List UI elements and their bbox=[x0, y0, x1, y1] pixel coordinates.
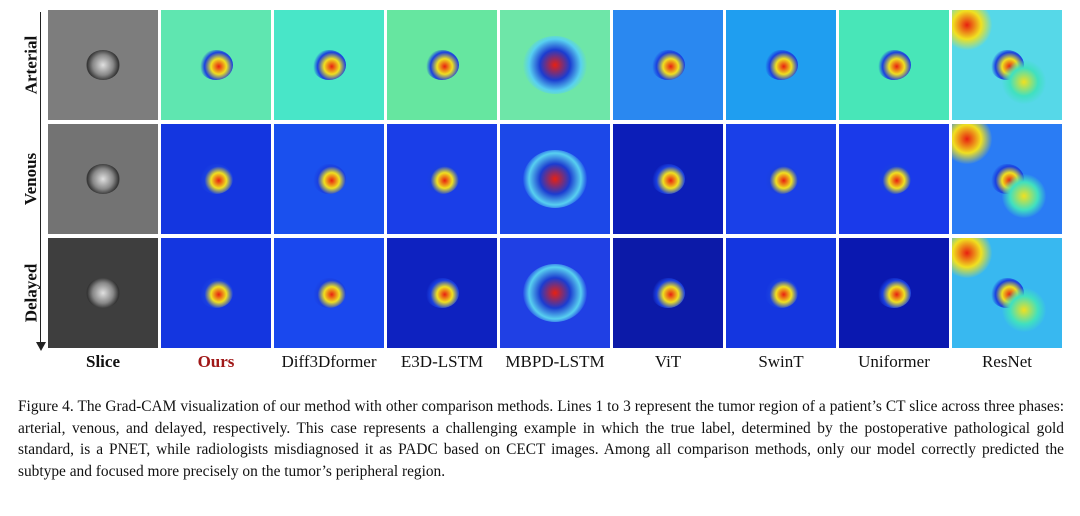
tumor-region bbox=[312, 164, 346, 194]
tumor-region bbox=[425, 164, 459, 194]
activation-blob bbox=[952, 238, 992, 278]
heatmap-cell-venous-ours bbox=[161, 124, 271, 234]
activation-blob bbox=[952, 124, 992, 164]
tumor-region bbox=[651, 164, 685, 194]
heatmap-cell-venous-vit bbox=[613, 124, 723, 234]
col-label-diff3dformer: Diff3Dformer bbox=[281, 352, 377, 371]
col-label-resnet: ResNet bbox=[981, 352, 1033, 371]
heatmap-cell-venous-resnet bbox=[952, 124, 1062, 234]
column-labels: Slice Ours Diff3Dformer E3D-LSTM MBPD-LS… bbox=[48, 352, 1062, 372]
heatmap-cell-delayed-swint bbox=[726, 238, 836, 348]
tumor-region bbox=[877, 50, 911, 80]
tumor-region bbox=[651, 278, 685, 308]
tumor-region bbox=[312, 50, 346, 80]
heatmap-cell-venous-uniformer bbox=[839, 124, 949, 234]
heatmap-cell-arterial-e3d-lstm bbox=[387, 10, 497, 120]
heatmap-cell-arterial-swint bbox=[726, 10, 836, 120]
activation-blob bbox=[1002, 174, 1046, 218]
heatmap-cell-venous-diff3dformer bbox=[274, 124, 384, 234]
figure-caption: Figure 4. The Grad-CAM visualization of … bbox=[18, 398, 1064, 480]
tumor-region bbox=[523, 36, 587, 94]
tumor-region bbox=[877, 278, 911, 308]
heatmap-cell-arterial-ours bbox=[161, 10, 271, 120]
col-label-vit: ViT bbox=[654, 352, 682, 371]
heatmap-cell-delayed-ours bbox=[161, 238, 271, 348]
tumor-region bbox=[199, 50, 233, 80]
tumor-region bbox=[86, 278, 120, 308]
tumor-region bbox=[86, 164, 120, 194]
tumor-region bbox=[523, 264, 587, 322]
heatmap-cell-venous-swint bbox=[726, 124, 836, 234]
phase-axis-line bbox=[40, 12, 41, 348]
col-label-e3d-lstm: E3D-LSTM bbox=[400, 352, 484, 371]
tumor-region bbox=[425, 50, 459, 80]
heatmap-cell-arterial-mbpd-lstm bbox=[500, 10, 610, 120]
col-label-uniformer: Uniformer bbox=[858, 352, 930, 371]
tumor-region bbox=[199, 164, 233, 194]
tumor-region bbox=[425, 278, 459, 308]
heatmap-cell-delayed-mbpd-lstm bbox=[500, 238, 610, 348]
activation-blob bbox=[1002, 288, 1046, 332]
heatmap-cell-arterial-diff3dformer bbox=[274, 10, 384, 120]
col-label-mbpd-lstm: MBPD-LSTM bbox=[505, 352, 605, 371]
phase-axis-arrow-icon bbox=[35, 342, 46, 351]
gradcam-figure: Arterial Venous Delayed Slice Ours Diff3… bbox=[21, 10, 1062, 372]
tumor-region bbox=[312, 278, 346, 308]
activation-blob bbox=[952, 10, 992, 50]
heatmap-cell-venous-mbpd-lstm bbox=[500, 124, 610, 234]
heatmap-cell-delayed-slice bbox=[48, 238, 158, 348]
col-label-slice: Slice bbox=[86, 352, 120, 371]
col-label-ours: Ours bbox=[197, 352, 235, 371]
tumor-region bbox=[651, 50, 685, 80]
heatmap-cell-delayed-vit bbox=[613, 238, 723, 348]
heatmap-cell-arterial-slice bbox=[48, 10, 158, 120]
heatmap-cell-arterial-uniformer bbox=[839, 10, 949, 120]
tumor-region bbox=[764, 164, 798, 194]
heatmap-cell-venous-slice bbox=[48, 124, 158, 234]
heatmap-cell-delayed-diff3dformer bbox=[274, 238, 384, 348]
tumor-region bbox=[764, 278, 798, 308]
heatmap-cell-delayed-resnet bbox=[952, 238, 1062, 348]
tumor-region bbox=[764, 50, 798, 80]
tumor-region bbox=[86, 50, 120, 80]
heatmap-cell-venous-e3d-lstm bbox=[387, 124, 497, 234]
heatmap-cell-arterial-vit bbox=[613, 10, 723, 120]
tumor-region bbox=[877, 164, 911, 194]
heatmap-cell-delayed-uniformer bbox=[839, 238, 949, 348]
col-label-swint: SwinT bbox=[758, 352, 804, 371]
heatmap-cell-arterial-resnet bbox=[952, 10, 1062, 120]
tumor-region bbox=[523, 150, 587, 208]
tumor-region bbox=[199, 278, 233, 308]
heatmap-cell-delayed-e3d-lstm bbox=[387, 238, 497, 348]
activation-blob bbox=[1002, 60, 1046, 104]
heatmap-grid bbox=[48, 10, 1062, 348]
